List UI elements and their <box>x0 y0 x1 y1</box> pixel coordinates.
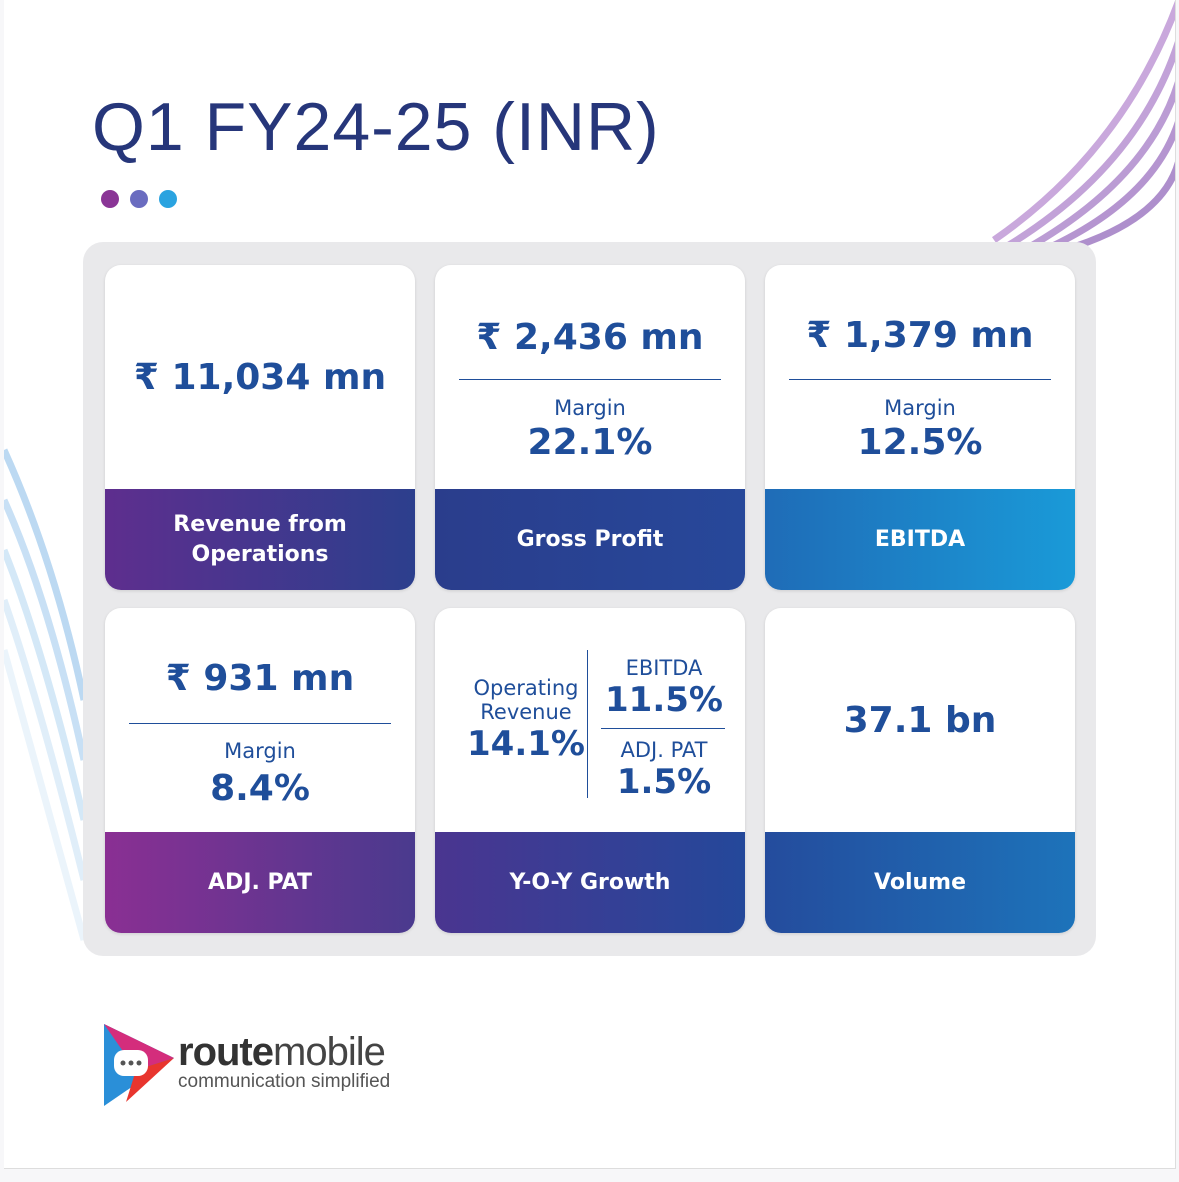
margin-value: 8.4% <box>210 768 310 809</box>
card: ₹ 1,379 mn Margin 12.5% EBITDA <box>765 265 1075 590</box>
brand: routemobile <box>178 1030 390 1075</box>
margin-label: Margin <box>224 739 296 763</box>
card-label: ADJ. PAT <box>105 832 415 933</box>
growth-value: 1.5% <box>616 762 712 802</box>
tagline: communication simplified <box>178 1071 391 1092</box>
card-value: ₹ 931 mn <box>165 658 355 699</box>
slide: Q1 FY24-25 (INR) ₹ 11,034 mn Revenue fro… <box>4 0 1176 1169</box>
margin-label: Margin <box>554 396 626 420</box>
divider <box>587 650 588 798</box>
growth-name: ADJ. PAT <box>620 738 708 762</box>
title: Q1 FY24-25 (INR) <box>92 89 660 165</box>
margin-value: 12.5% <box>857 422 983 463</box>
brand-bold: route <box>178 1030 274 1074</box>
brand-light: mobile <box>273 1030 386 1074</box>
card-value: ₹ 2,436 mn <box>476 317 704 358</box>
decoration <box>4 0 1175 1106</box>
divider <box>129 723 391 724</box>
logo: routemobile communication simplified <box>178 1030 390 1093</box>
growth-name: EBITDA <box>625 656 703 680</box>
dot <box>159 190 177 208</box>
card: ₹ 2,436 mn Margin 22.1% Gross Profit <box>435 265 745 590</box>
card-label: Volume <box>765 832 1075 933</box>
card: Operating Revenue 14.1% EBITDA 11.5% ADJ… <box>435 608 745 933</box>
growth-name: Operating Revenue <box>473 676 579 724</box>
growth-value: 14.1% <box>467 724 585 764</box>
card-label: EBITDA <box>765 489 1075 590</box>
card-value: ₹ 1,379 mn <box>806 315 1034 356</box>
divider <box>601 728 725 729</box>
growth-item: ADJ. PAT 1.5% <box>595 738 733 802</box>
card-label: Gross Profit <box>435 489 745 590</box>
margin-label: Margin <box>884 396 956 420</box>
card-value: 37.1 bn <box>843 700 997 741</box>
margin-value: 22.1% <box>527 422 653 463</box>
divider <box>459 379 721 380</box>
growth-item: EBITDA 11.5% <box>595 656 733 720</box>
card-label: Y-O-Y Growth <box>435 832 745 933</box>
growth-item: Operating Revenue 14.1% <box>451 676 601 764</box>
dot <box>101 190 119 208</box>
card-label: Revenue from Operations <box>105 489 415 590</box>
card-value: ₹ 11,034 mn <box>133 357 387 398</box>
card: ₹ 931 mn Margin 8.4% ADJ. PAT <box>105 608 415 933</box>
card: ₹ 11,034 mn Revenue from Operations <box>105 265 415 590</box>
growth-value: 11.5% <box>605 680 723 720</box>
dot <box>130 190 148 208</box>
card: 37.1 bn Volume <box>765 608 1075 933</box>
divider <box>789 379 1051 380</box>
